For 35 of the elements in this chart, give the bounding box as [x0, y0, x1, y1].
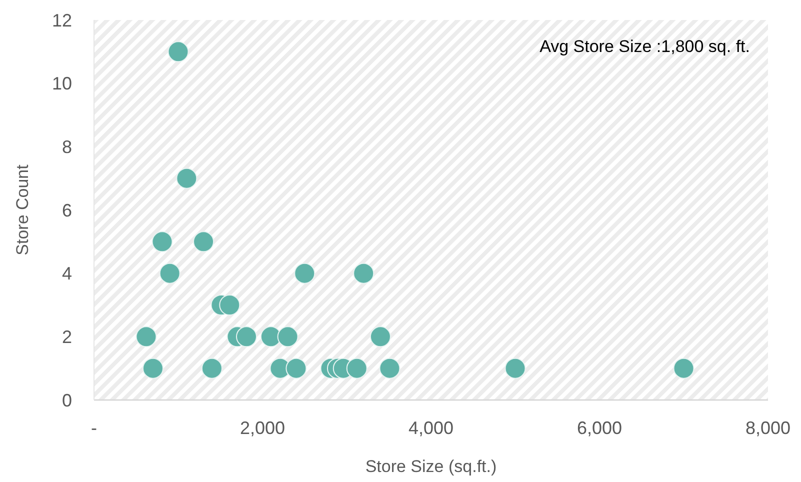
y-tick-label: 4: [62, 264, 72, 284]
y-tick-label: 10: [52, 74, 72, 94]
point: [294, 262, 316, 284]
y-tick-label: 2: [62, 326, 72, 347]
point: [219, 294, 240, 316]
point: [176, 168, 198, 189]
point: [379, 358, 400, 379]
y-tick-label: 6: [62, 200, 72, 220]
point: [193, 231, 214, 252]
annotation: Avg Store Size :1,800 sq. ft.: [540, 37, 750, 56]
x-tick-label: 4,000: [408, 418, 454, 438]
y-axis-title: Store Count: [13, 164, 32, 256]
point: [142, 358, 164, 379]
point: [236, 326, 257, 348]
x-tick-label: 6,000: [576, 418, 622, 438]
point: [370, 326, 391, 348]
x-tick-label: 2,000: [240, 418, 286, 438]
x-tick-label: 8,000: [745, 418, 791, 438]
point: [277, 326, 298, 348]
y-tick-label: 0: [62, 390, 72, 410]
point: [136, 326, 157, 348]
point: [168, 41, 189, 62]
point: [504, 358, 526, 379]
point: [260, 326, 282, 348]
point: [159, 262, 180, 284]
point: [152, 231, 173, 252]
point: [201, 358, 222, 379]
x-axis-title: Store Size (sq.ft.): [365, 457, 497, 476]
y-tick-label: 8: [62, 136, 72, 157]
x-tick-label: -: [91, 418, 97, 438]
point: [673, 358, 694, 379]
point: [286, 358, 307, 379]
point: [353, 262, 374, 284]
y-tick-label: 12: [52, 10, 72, 30]
point: [346, 358, 368, 379]
